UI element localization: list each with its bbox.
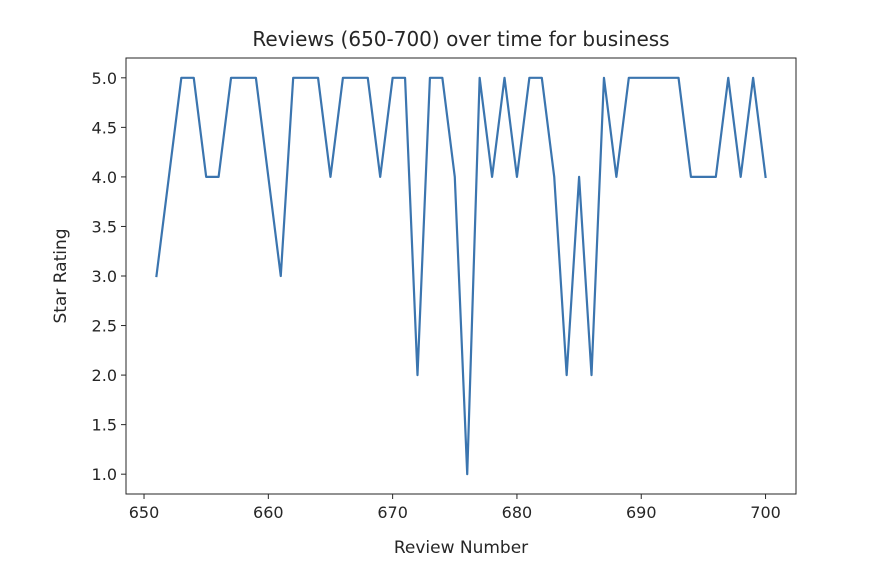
- y-tick-label: 1.0: [92, 465, 117, 484]
- x-tick-label: 680: [502, 503, 533, 522]
- y-tick-label: 3.5: [92, 217, 117, 236]
- y-tick-label: 2.0: [92, 366, 117, 385]
- x-tick-label: 700: [750, 503, 781, 522]
- x-axis: 650 660 670 680 690 700: [129, 494, 781, 522]
- x-axis-label: Review Number: [394, 538, 528, 558]
- y-tick-label: 1.5: [92, 416, 117, 435]
- plot-frame: [125, 57, 797, 495]
- y-tick-label: 3.0: [92, 267, 117, 286]
- plot-area: [155, 76, 767, 476]
- y-tick-label: 2.5: [92, 317, 117, 336]
- y-tick-label: 4.5: [92, 118, 117, 137]
- x-tick-label: 670: [377, 503, 408, 522]
- series-line: [155, 76, 767, 476]
- y-axis: 1.0 1.5 2.0 2.5 3.0 3.5 4.0 4.5 5.0: [92, 69, 126, 484]
- x-tick-label: 660: [253, 503, 284, 522]
- x-tick-label: 650: [129, 503, 160, 522]
- chart-title: Reviews (650-700) over time for business: [252, 27, 669, 51]
- y-axis-label: Star Rating: [51, 228, 71, 323]
- x-tick-label: 690: [626, 503, 657, 522]
- y-tick-label: 5.0: [92, 69, 117, 88]
- y-tick-label: 4.0: [92, 168, 117, 187]
